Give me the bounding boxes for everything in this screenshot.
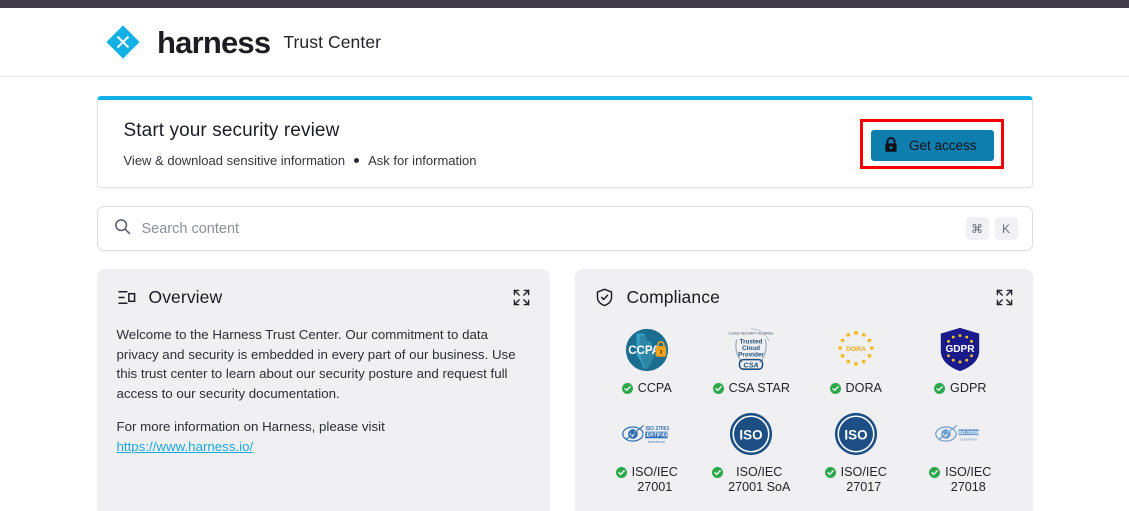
compliance-card-header: Compliance: [595, 287, 1013, 308]
check-icon: [824, 467, 836, 478]
overview-paragraph-1: Welcome to the Harness Trust Center. Our…: [116, 327, 516, 401]
svg-text:CCPA: CCPA: [628, 345, 660, 357]
compliance-badge-line1: CSA STAR: [728, 381, 790, 395]
cards-grid: Overview Welcome to the Ha: [96, 269, 1033, 511]
compliance-badge-line2: 27017: [846, 480, 882, 494]
brand-wordmark: harness: [157, 24, 271, 60]
overview-list-icon: [117, 288, 136, 307]
svg-text:CERTIFIED: CERTIFIED: [643, 433, 670, 439]
check-icon: [621, 383, 633, 394]
compliance-card: Compliance: [574, 269, 1033, 511]
csa-star-badge-icon: CLOUD SECURITY ALLIANCE Trusted Cloud Pr…: [726, 325, 776, 375]
compliance-badge-grid: CCPA CCPA: [595, 325, 1013, 495]
get-access-button[interactable]: Get access: [870, 129, 994, 161]
svg-text:ISO: ISO: [844, 427, 867, 442]
overview-card-header: Overview: [117, 287, 530, 308]
subtitle-left: View & download sensitive information: [123, 152, 346, 168]
shortcut-key-badge: K: [994, 217, 1018, 240]
compliance-badge-label: ISO/IEC 27017: [824, 465, 887, 495]
compliance-badge[interactable]: ISO 27001 CERTIFIED schellman: [595, 409, 700, 495]
check-icon: [934, 383, 946, 394]
compliance-badge-line1: ISO/IEC: [840, 465, 887, 479]
check-icon: [829, 383, 841, 394]
dora-badge-icon: DORA: [831, 325, 881, 375]
svg-text:ISO 27001: ISO 27001: [645, 426, 669, 432]
compliance-badge-line2: 27001 SoA: [728, 480, 791, 494]
svg-text:ISO: ISO: [740, 427, 763, 442]
overview-paragraph-2-text: For more information on Harness, please …: [116, 419, 385, 435]
svg-text:Cloud: Cloud: [742, 345, 760, 352]
iso-seal-badge-icon: ISO: [726, 409, 776, 459]
svg-text:Provider: Provider: [738, 352, 764, 359]
svg-text:ISO 27018: ISO 27018: [958, 430, 981, 435]
compliance-badge-line1: ISO/IEC: [736, 465, 783, 479]
compliance-badge-line1: CCPA: [637, 381, 672, 395]
ccpa-badge-icon: CCPA: [622, 325, 672, 375]
compliance-badge[interactable]: ISO ISO/IEC 27017: [804, 409, 909, 495]
compliance-badge[interactable]: ISO ISO/IEC 27001 SoA: [699, 409, 804, 495]
compliance-badge-label: ISO/IEC 27001: [615, 465, 678, 495]
get-access-label: Get access: [908, 137, 977, 153]
dot-separator-icon: [354, 157, 360, 163]
overview-expand-icon[interactable]: [513, 289, 530, 306]
shortcut-modifier-badge: ⌘: [965, 217, 989, 240]
svg-text:GDPR: GDPR: [946, 344, 976, 355]
compliance-badge-label: CSA STAR: [712, 381, 790, 396]
compliance-badge[interactable]: ISO 27018 schellman ISO/IEC 2701: [908, 409, 1013, 495]
shield-check-icon: [595, 288, 614, 307]
search-bar[interactable]: ⌘ K: [96, 206, 1033, 251]
overview-card: Overview Welcome to the Ha: [96, 269, 550, 511]
compliance-badge[interactable]: CCPA CCPA: [595, 325, 700, 396]
browser-chrome-bar: [0, 0, 1129, 8]
iso-27018-schellman-badge-icon: ISO 27018 schellman: [935, 409, 985, 459]
svg-text:CLOUD SECURITY ALLIANCE: CLOUD SECURITY ALLIANCE: [729, 332, 775, 336]
compliance-badge-label: CCPA: [621, 381, 672, 396]
security-review-subtitle: View & download sensitive information As…: [124, 153, 477, 168]
compliance-badge[interactable]: CLOUD SECURITY ALLIANCE Trusted Cloud Pr…: [699, 325, 804, 396]
highlight-annotation: Get access: [859, 118, 1004, 169]
iso-seal-badge-icon: ISO: [831, 409, 881, 459]
compliance-expand-icon[interactable]: [996, 289, 1013, 306]
security-review-title: Start your security review: [123, 119, 340, 141]
check-icon: [712, 383, 724, 394]
compliance-badge-label: DORA: [829, 381, 882, 396]
check-icon: [615, 467, 627, 478]
subtitle-right: Ask for information: [368, 152, 477, 168]
search-input[interactable]: [141, 220, 960, 237]
svg-text:DORA: DORA: [846, 346, 866, 353]
compliance-badge-label: ISO/IEC 27001 SoA: [712, 465, 790, 495]
compliance-badge-line1: DORA: [845, 381, 882, 395]
overview-paragraph-2: For more information on Harness, please …: [117, 417, 530, 456]
compliance-badge-label: ISO/IEC 27018: [929, 465, 991, 495]
security-review-card: Start your security review View & downlo…: [96, 96, 1033, 188]
site-header: harness Trust Center: [0, 8, 1129, 77]
iso-27001-schellman-badge-icon: ISO 27001 CERTIFIED schellman: [621, 409, 672, 459]
compliance-badge-line2: 27018: [950, 480, 986, 494]
page-body: Start your security review View & downlo…: [0, 77, 1129, 511]
svg-text:schellman: schellman: [960, 436, 978, 441]
compliance-badge-label: GDPR: [934, 381, 986, 396]
gdpr-badge-icon: GDPR: [935, 325, 985, 375]
compliance-card-title: Compliance: [626, 287, 720, 307]
compliance-badge-line1: ISO/IEC: [945, 465, 992, 479]
lock-icon: [884, 137, 898, 153]
compliance-badge[interactable]: GDPR GDPR: [908, 325, 1013, 396]
compliance-badge-line1: ISO/IEC: [631, 465, 678, 479]
compliance-badge-line2: 27001: [637, 480, 673, 494]
harness-diamond-logo-icon: [104, 23, 142, 61]
svg-text:CSA: CSA: [744, 360, 759, 369]
page-title: Trust Center: [283, 31, 382, 52]
svg-text:schellman: schellman: [647, 439, 665, 444]
brand[interactable]: harness: [104, 23, 271, 61]
harness-website-link[interactable]: https://www.harness.io/: [116, 438, 254, 454]
search-icon: [114, 218, 131, 240]
check-icon: [712, 467, 724, 478]
overview-card-title: Overview: [148, 287, 223, 307]
security-review-text: Start your security review View & downlo…: [124, 120, 477, 168]
svg-text:Trusted: Trusted: [740, 338, 763, 345]
compliance-badge-line1: GDPR: [950, 381, 987, 395]
compliance-badge[interactable]: DORA DORA: [804, 325, 909, 396]
check-icon: [929, 467, 941, 478]
